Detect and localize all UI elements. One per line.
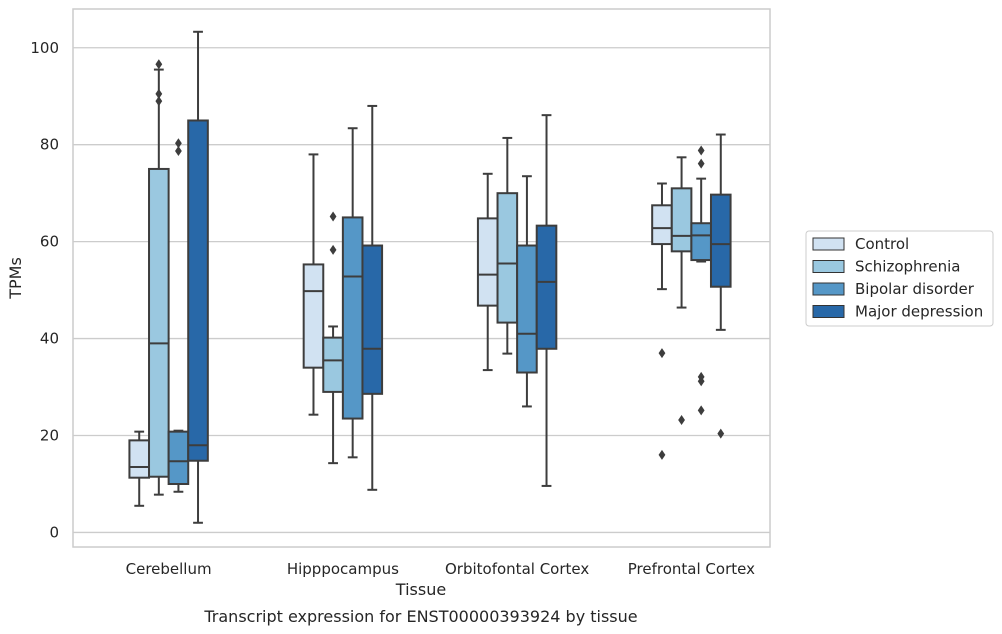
box-group [535, 114, 558, 487]
box-iqr [690, 222, 712, 262]
chart-caption: Transcript expression for ENST0000039392… [203, 607, 637, 626]
box-iqr [148, 167, 170, 478]
plot-boxes [128, 30, 732, 524]
box-group [709, 133, 732, 439]
legend-frame [805, 230, 994, 327]
y-tick-label: 0 [49, 523, 59, 541]
y-tick-label: 40 [40, 330, 59, 348]
legend-swatch [812, 237, 845, 251]
outlier-point [155, 59, 163, 70]
box-iqr [341, 216, 364, 420]
y-axis-label: TPMs [6, 257, 25, 300]
x-tick-label: Cerebellum [126, 560, 212, 578]
x-axis-label: Tissue [395, 580, 446, 599]
y-tick-labels: 0 20 40 60 80 100 [30, 39, 59, 542]
box-group [322, 211, 344, 465]
box-iqr [496, 192, 519, 324]
box-iqr [709, 193, 732, 288]
x-tick-label: Prefrontal Cortex [628, 560, 755, 578]
box-group [496, 136, 519, 355]
outlier-point [155, 88, 163, 99]
box-iqr [651, 204, 673, 246]
box-iqr [535, 224, 558, 350]
y-tick-label: 20 [40, 427, 59, 445]
box-iqr [476, 217, 499, 307]
box-group [670, 156, 693, 426]
outlier-point [697, 405, 705, 416]
legend-swatch [812, 305, 845, 318]
box-group [516, 175, 538, 408]
box-group [302, 153, 325, 416]
legend-label: Major depression [855, 303, 983, 321]
outlier-point [717, 428, 725, 439]
box-iqr [322, 336, 344, 393]
outlier-point [697, 158, 705, 169]
outlier-point [175, 146, 182, 157]
outlier-point [155, 96, 163, 107]
outlier-point [175, 138, 182, 149]
y-tick-label: 60 [40, 233, 59, 251]
box-group [187, 30, 209, 524]
y-tick-label: 100 [30, 39, 59, 57]
box-iqr [670, 187, 693, 253]
outlier-point [697, 145, 705, 156]
box-iqr [167, 430, 190, 485]
box-iqr [128, 439, 151, 479]
outlier-point [329, 211, 337, 222]
box-group [148, 59, 170, 496]
box-group [167, 138, 190, 493]
outlier-point [678, 415, 685, 426]
box-group [690, 145, 712, 416]
legend-swatch [812, 282, 845, 296]
box-iqr [361, 244, 384, 395]
x-tick-label: Orbitofontal Cortex [445, 560, 589, 578]
box-group [651, 182, 673, 460]
y-tick-label: 80 [40, 136, 59, 154]
outlier-point [658, 449, 666, 460]
outlier-point [697, 376, 705, 387]
box-group [476, 172, 499, 372]
box-group [361, 104, 384, 491]
outlier-point [658, 348, 666, 359]
box-iqr [187, 119, 209, 462]
legend: Control Schizophrenia Bipolar disorder Majo… [805, 230, 994, 327]
outlier-point [329, 244, 337, 255]
x-tick-label: Hipppocampus [287, 560, 399, 578]
legend-label: Bipolar disorder [855, 280, 975, 298]
legend-label: Schizophrenia [855, 258, 960, 276]
legend-swatch [812, 260, 845, 273]
legend-label: Control [855, 235, 909, 253]
plot-frame [72, 8, 771, 548]
box-group [128, 430, 151, 507]
box-iqr [302, 263, 325, 369]
box-group [341, 127, 364, 459]
x-tick-labels: Cerebellum Hipppocampus Orbitofontal Corte… [126, 560, 755, 578]
box-iqr [516, 244, 538, 374]
